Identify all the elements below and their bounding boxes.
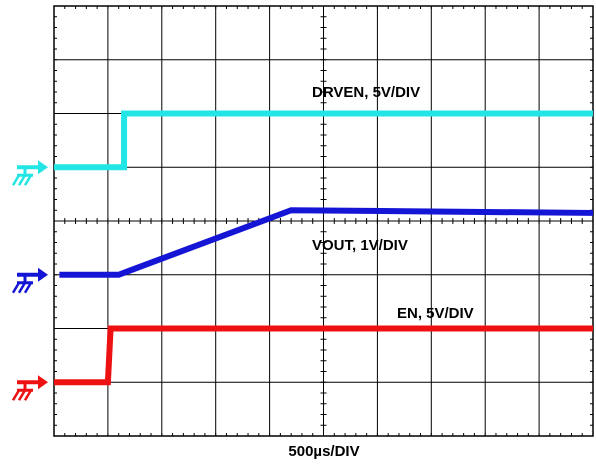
series-label-vout: VOUT, 1V/DIV (312, 237, 408, 254)
trace-drven (54, 110, 593, 171)
ground-marker-en-icon (11, 375, 48, 401)
x-axis-label: 500µs/DIV (288, 443, 359, 460)
series-label-drven: DRVEN, 5V/DIV (312, 84, 420, 101)
plot-border (53, 5, 594, 437)
trace-vout (59, 207, 594, 278)
traces (54, 110, 594, 386)
ground-marker-drven-icon (11, 160, 48, 186)
series-label-en: EN, 5V/DIV (397, 305, 474, 322)
ground-marker-vout-icon (11, 267, 48, 294)
trace-en (54, 325, 593, 386)
ground-markers (11, 160, 48, 401)
